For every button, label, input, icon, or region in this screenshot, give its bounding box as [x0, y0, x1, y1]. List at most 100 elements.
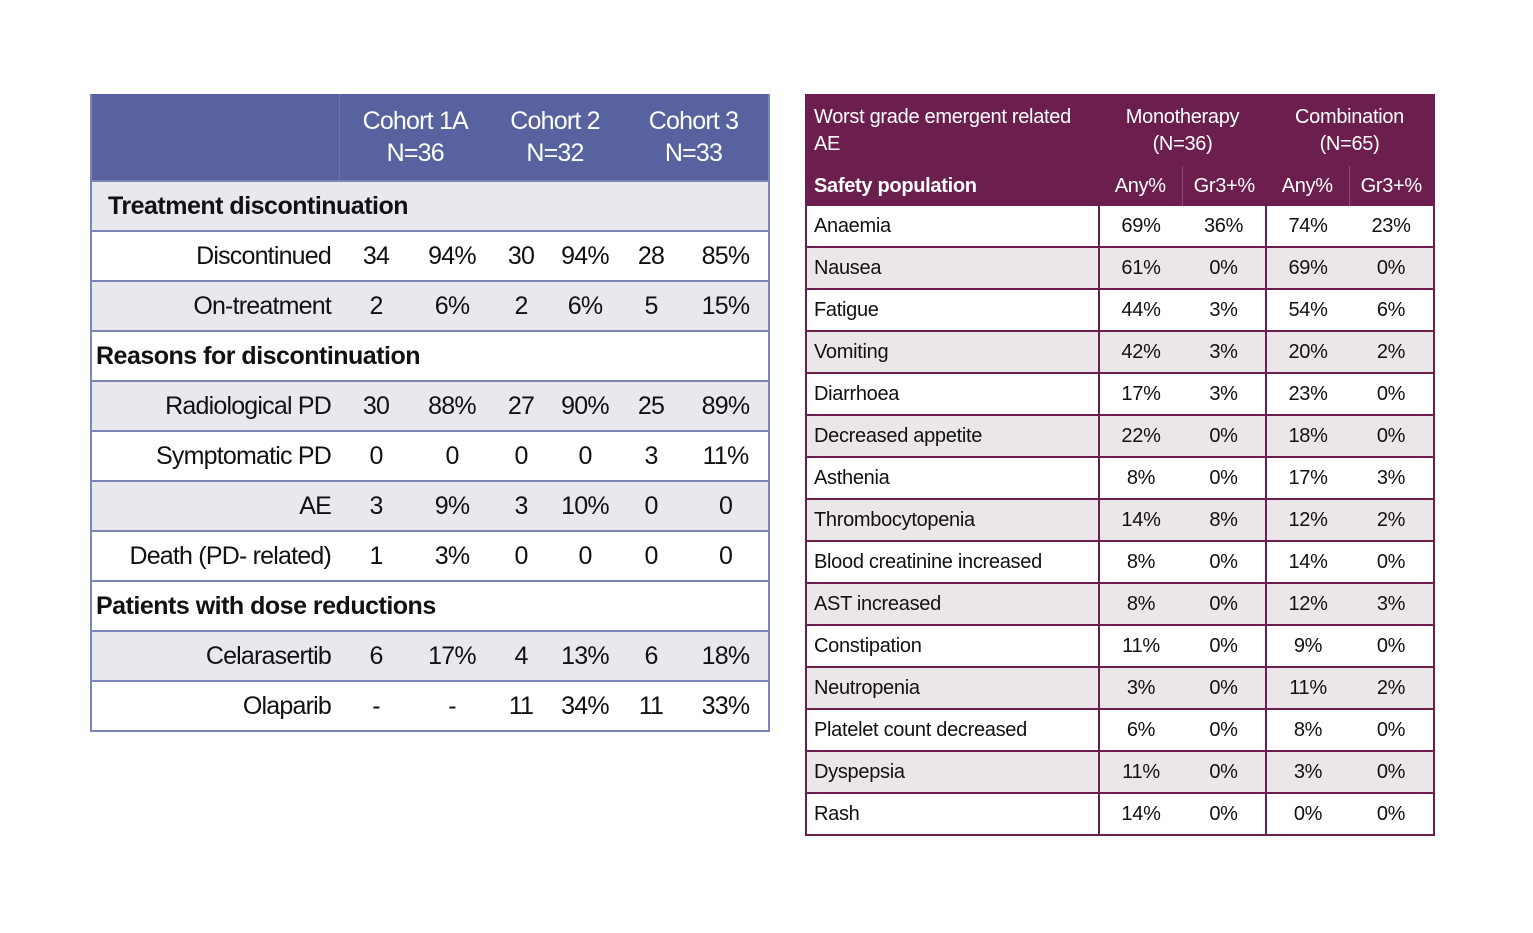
value-cell: 3%	[413, 530, 491, 582]
value-cell: 0	[339, 430, 413, 482]
value-cell: 36%	[1182, 206, 1267, 248]
value-cell: 17%	[1265, 457, 1350, 500]
value-cell: 0%	[1349, 751, 1435, 794]
value-cell: 6%	[413, 280, 491, 332]
value-cell: 0	[619, 530, 683, 582]
value-cell: 2%	[1349, 331, 1435, 374]
value-cell: 4	[491, 630, 551, 682]
value-cell: 74%	[1265, 206, 1350, 248]
value-cell: 88%	[413, 380, 491, 432]
value-cell: 15%	[683, 280, 769, 332]
value-cell: 6%	[1098, 709, 1182, 752]
table-row: AE 3 9% 3 10% 0 0	[91, 480, 769, 532]
value-cell: 2	[339, 280, 413, 332]
value-cell: 3%	[1182, 373, 1267, 416]
table-row: Neutropenia 3% 0% 11% 2%	[806, 667, 1435, 710]
value-cell: 3	[619, 430, 683, 482]
cohort-n: N=36	[386, 139, 445, 167]
row-label: Nausea	[806, 247, 1099, 290]
value-cell: 90%	[551, 380, 619, 432]
value-cell: 94%	[551, 230, 619, 282]
value-cell: 0%	[1182, 667, 1267, 710]
value-cell: 44%	[1098, 289, 1182, 332]
value-cell: 12%	[1265, 499, 1350, 542]
value-cell: 23%	[1349, 206, 1435, 248]
value-cell: 27	[491, 380, 551, 432]
row-label: Dyspepsia	[806, 751, 1099, 794]
value-cell: 11	[491, 680, 551, 732]
value-cell: 17%	[413, 630, 491, 682]
row-label: On-treatment	[91, 280, 339, 332]
value-cell: 6	[339, 630, 413, 682]
value-cell: 0%	[1182, 583, 1267, 626]
group-n: (N=36)	[1152, 133, 1213, 155]
value-cell: 18%	[1265, 415, 1350, 458]
row-label: Constipation	[806, 625, 1099, 668]
row-label: Rash	[806, 793, 1099, 836]
value-cell: 0	[413, 430, 491, 482]
value-cell: 3	[491, 480, 551, 532]
value-cell: 10%	[551, 480, 619, 532]
table-row: On-treatment 2 6% 2 6% 5 15%	[91, 280, 769, 332]
value-cell: 2%	[1349, 499, 1435, 542]
value-cell: 61%	[1098, 247, 1182, 290]
value-cell: 85%	[683, 230, 769, 282]
value-cell: -	[413, 680, 491, 732]
value-cell: 0	[551, 530, 619, 582]
value-cell: 1	[339, 530, 413, 582]
row-label: Olaparib	[91, 680, 339, 732]
value-cell: 6	[619, 630, 683, 682]
value-cell: 12%	[1265, 583, 1350, 626]
value-cell: 0%	[1349, 415, 1435, 458]
value-cell: 34	[339, 230, 413, 282]
table-row: Vomiting 42% 3% 20% 2%	[806, 331, 1435, 374]
value-cell: 8%	[1098, 541, 1182, 584]
value-cell: 33%	[683, 680, 769, 732]
value-cell: 8%	[1098, 583, 1182, 626]
cohort-header: Cohort 2 N=32	[491, 94, 619, 181]
value-cell: 0	[683, 530, 769, 582]
value-cell: 34%	[551, 680, 619, 732]
value-cell: -	[339, 680, 413, 732]
subcolumn-header: Gr3+%	[1181, 166, 1267, 206]
value-cell: 0	[683, 480, 769, 532]
table-row: Thrombocytopenia 14% 8% 12% 2%	[806, 499, 1435, 542]
value-cell: 0	[491, 530, 551, 582]
row-label: Thrombocytopenia	[806, 499, 1099, 542]
table-row: Asthenia 8% 0% 17% 3%	[806, 457, 1435, 500]
value-cell: 6%	[551, 280, 619, 332]
value-cell: 13%	[551, 630, 619, 682]
table-title: Worst grade emergent related AE	[806, 95, 1099, 166]
row-label: Fatigue	[806, 289, 1099, 332]
table-row: Fatigue 44% 3% 54% 6%	[806, 289, 1435, 332]
value-cell: 69%	[1265, 247, 1350, 290]
table-row: Rash 14% 0% 0% 0%	[806, 793, 1435, 836]
row-label: AST increased	[806, 583, 1099, 626]
value-cell: 0%	[1182, 457, 1267, 500]
value-cell: 14%	[1265, 541, 1350, 584]
value-cell: 0%	[1182, 247, 1267, 290]
value-cell: 0%	[1265, 793, 1350, 836]
group-n: (N=65)	[1319, 133, 1380, 155]
value-cell: 23%	[1265, 373, 1350, 416]
value-cell: 2%	[1349, 667, 1435, 710]
group-name: Monotherapy	[1125, 106, 1240, 128]
table-row: Death (PD- related) 1 3% 0 0 0 0	[91, 530, 769, 582]
value-cell: 0%	[1182, 751, 1267, 794]
row-label: Vomiting	[806, 331, 1099, 374]
row-label: Neutropenia	[806, 667, 1099, 710]
header-row: Cohort 1A N=36 Cohort 2 N=32 Cohort 3 N=33	[91, 94, 769, 181]
subcolumn-header: Any%	[1099, 166, 1182, 206]
value-cell: 0%	[1349, 625, 1435, 668]
row-label: AE	[91, 480, 339, 532]
value-cell: 14%	[1098, 793, 1182, 836]
value-cell: 3%	[1265, 751, 1350, 794]
table-row: Symptomatic PD 0 0 0 0 3 11%	[91, 430, 769, 482]
section-title: Treatment discontinuation	[91, 180, 769, 232]
value-cell: 2	[491, 280, 551, 332]
cohort-header: Cohort 3 N=33	[619, 94, 769, 181]
value-cell: 30	[339, 380, 413, 432]
subheader-label: Safety population	[806, 166, 1099, 206]
value-cell: 0	[619, 480, 683, 532]
row-label: Blood creatinine increased	[806, 541, 1099, 584]
